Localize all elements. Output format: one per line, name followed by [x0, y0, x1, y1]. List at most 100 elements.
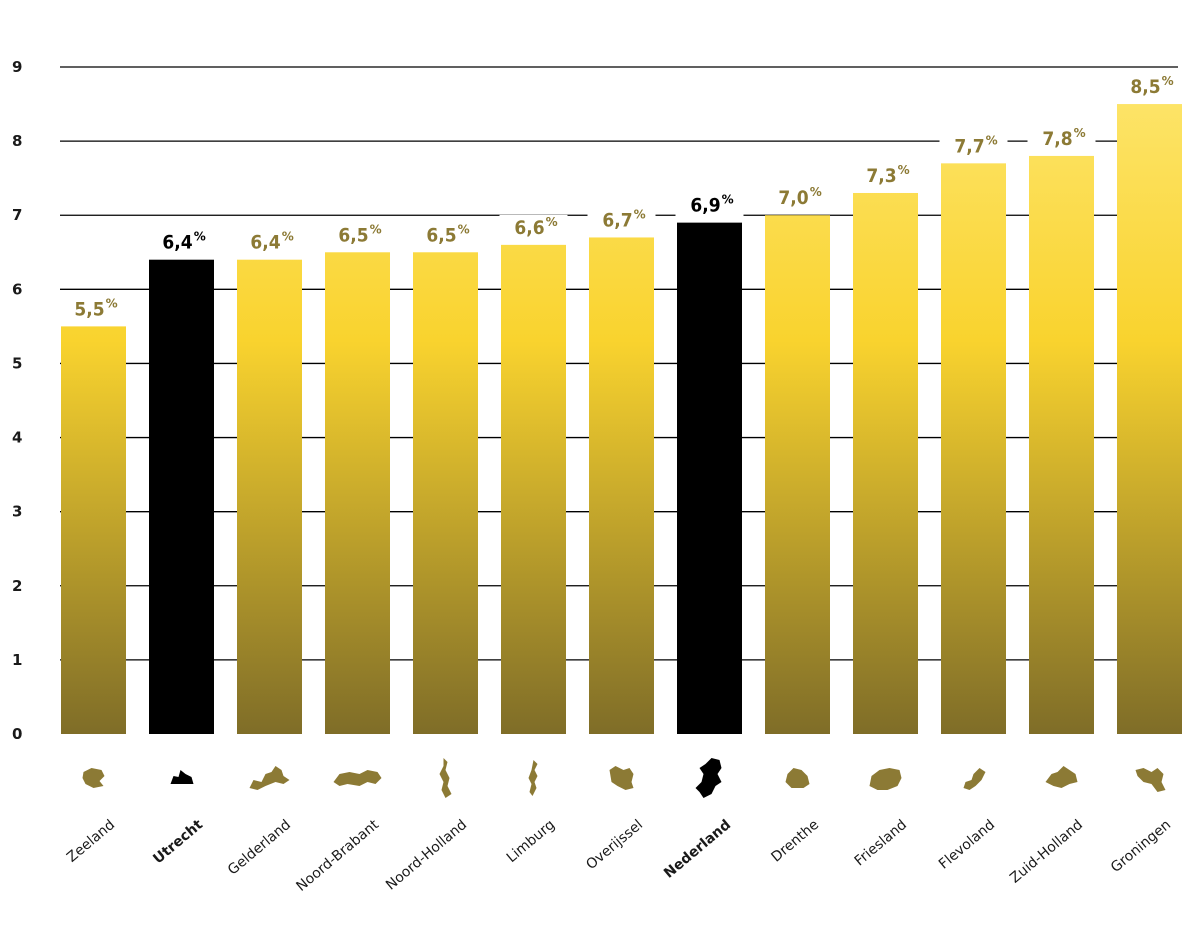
value-label-backing: [147, 229, 216, 254]
value-label-noord-brabant: 6,5%: [323, 222, 392, 247]
value-label-unit: %: [458, 222, 470, 236]
map-icon-friesland: [869, 768, 902, 790]
category-label-overijssel: Overijssel: [583, 817, 646, 873]
value-label-text: 6,6: [514, 217, 544, 239]
bar-friesland: [853, 192, 918, 734]
value-label-drenthe: 7,0%: [763, 185, 832, 210]
bar-noord-holland: [413, 252, 478, 734]
y-tick-label: 1: [12, 651, 22, 669]
province-map-icons: [82, 758, 1166, 798]
value-label-unit: %: [282, 230, 294, 244]
y-tick-label: 4: [12, 429, 22, 447]
value-label-backing: [851, 162, 920, 187]
category-label-noord-holland: Noord-Holland: [383, 817, 470, 894]
value-label-zuid-holland: 7,8%: [1027, 125, 1096, 150]
bar-groningen: [1117, 104, 1182, 735]
bar-overijssel: [589, 237, 654, 734]
map-icon-zuid-holland: [1045, 766, 1078, 788]
bar-limburg: [501, 244, 566, 734]
value-label-backing: [323, 222, 392, 247]
map-icon-flevoland: [963, 768, 986, 790]
category-label-drenthe: Drenthe: [768, 817, 822, 866]
value-label-groningen: 8,5%: [1115, 74, 1184, 99]
value-label-text: 8,5: [1130, 76, 1160, 98]
value-label-backing: [1115, 74, 1184, 99]
category-labels: Zeeland Utrecht Gelderland Noord-Brabant Noo…: [64, 816, 1174, 894]
category-label-noord-brabant: Noord-Brabant: [293, 816, 382, 894]
map-icon-noord-brabant: [333, 770, 382, 786]
value-label-gelderland: 6,4%: [235, 229, 304, 254]
y-tick-label: 3: [12, 503, 22, 521]
y-tick-label: 9: [12, 58, 22, 76]
y-tick-label: 0: [12, 725, 22, 743]
value-label-unit: %: [106, 296, 118, 310]
value-label-friesland: 7,3%: [851, 162, 920, 187]
y-tick-label: 7: [12, 206, 22, 224]
value-label-unit: %: [1162, 74, 1174, 88]
value-label-text: 6,5: [338, 224, 368, 246]
y-tick-label: 6: [12, 280, 22, 298]
value-label-text: 6,5: [426, 224, 456, 246]
bar-zeeland: [61, 326, 126, 734]
value-label-text: 6,9: [690, 195, 720, 217]
value-label-text: 7,8: [1042, 128, 1072, 150]
y-tick-label: 5: [12, 354, 22, 372]
map-icon-overijssel: [609, 766, 634, 790]
bar-zuid-holland: [1029, 155, 1094, 734]
value-label-unit: %: [634, 207, 646, 221]
map-icon-groningen: [1135, 768, 1166, 792]
value-label-backing: [587, 207, 656, 232]
map-icon-drenthe: [785, 768, 810, 788]
value-label-unit: %: [722, 193, 734, 207]
value-label-unit: %: [370, 222, 382, 236]
map-icon-limburg: [528, 760, 538, 796]
map-icon-zeeland: [82, 768, 105, 788]
category-label-utrecht: Utrecht: [150, 817, 206, 868]
category-label-friesland: Friesland: [852, 817, 910, 870]
value-label-text: 6,7: [602, 209, 632, 231]
value-label-unit: %: [810, 185, 822, 199]
category-label-flevoland: Flevoland: [936, 817, 998, 873]
y-axis: 0 1 2 3 4 5 6 7 8 9: [12, 58, 22, 743]
value-label-noord-holland: 6,5%: [411, 222, 480, 247]
bar-drenthe: [765, 215, 830, 734]
bar-noord-brabant: [325, 252, 390, 734]
value-label-backing: [763, 185, 832, 210]
map-icon-utrecht: [170, 770, 194, 784]
bar-flevoland: [941, 163, 1006, 734]
bar-nederland: [677, 222, 742, 734]
value-label-text: 6,4: [162, 232, 192, 254]
value-label-limburg: 6,6%: [499, 214, 568, 239]
value-label-unit: %: [546, 215, 558, 229]
value-label-text: 7,7: [954, 135, 984, 157]
map-icon-noord-holland: [439, 758, 452, 798]
value-label-backing: [499, 214, 568, 239]
value-label-text: 5,5: [74, 298, 104, 320]
bar-utrecht: [149, 259, 214, 734]
value-labels: 5,5 %6,4% 6,4% 6,5% 6,5% 6,6% 6,7% 6,9% 7,0 %7,3%…: [59, 74, 1184, 321]
category-label-zuid-holland: Zuid-Holland: [1007, 817, 1086, 887]
value-label-text: 6,4: [250, 232, 280, 254]
value-label-text: 7,0: [778, 187, 808, 209]
map-icon-gelderland: [249, 766, 290, 790]
value-label-unit: %: [986, 133, 998, 147]
value-label-overijssel: 6,7%: [587, 207, 656, 232]
value-label-unit: %: [898, 163, 910, 177]
value-label-backing: [675, 192, 744, 217]
category-label-nederland: Nederland: [661, 817, 734, 882]
value-label-backing: [59, 296, 128, 321]
value-label-backing: [235, 229, 304, 254]
value-label-utrecht: 6,4%: [147, 229, 216, 254]
category-label-gelderland: Gelderland: [225, 817, 294, 879]
value-label-unit: %: [194, 230, 206, 244]
category-label-zeeland: Zeeland: [64, 817, 118, 866]
map-icon-nederland: [695, 758, 722, 798]
bars: [61, 104, 1182, 735]
y-tick-label: 2: [12, 577, 22, 595]
y-tick-label: 8: [12, 132, 22, 150]
category-label-groningen: Groningen: [1108, 817, 1174, 876]
value-label-backing: [1027, 125, 1096, 150]
category-label-limburg: Limburg: [504, 817, 558, 866]
value-label-text: 7,3: [866, 165, 896, 187]
